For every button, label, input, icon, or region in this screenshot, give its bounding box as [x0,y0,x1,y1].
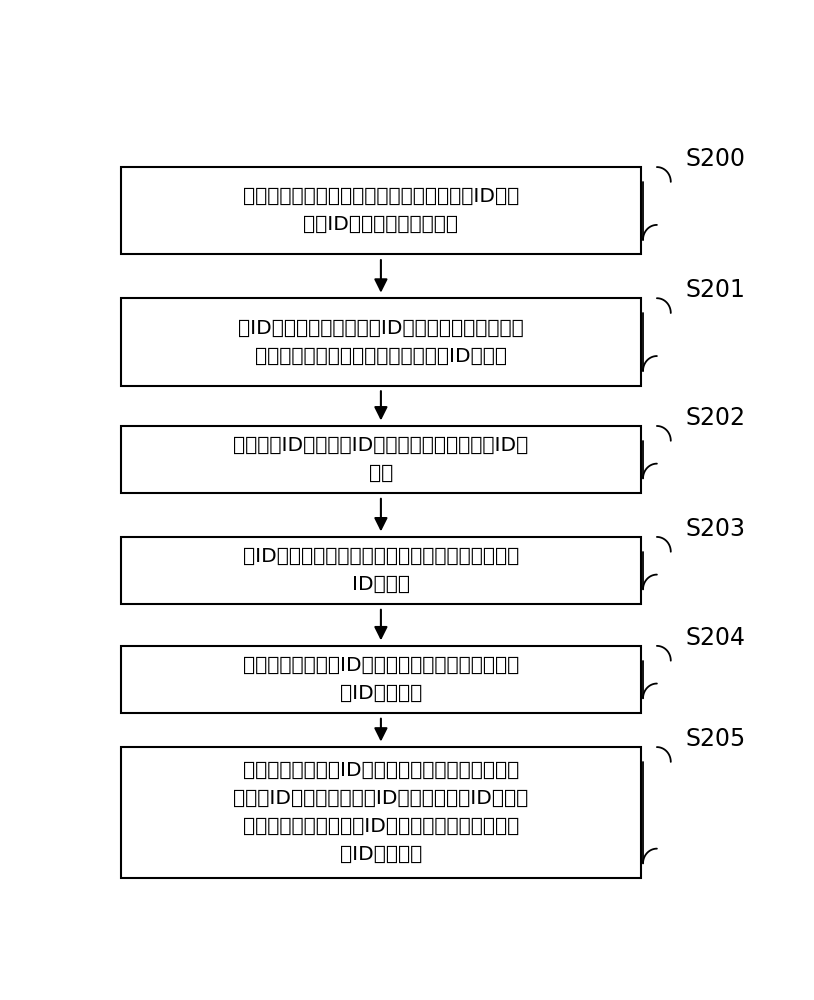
FancyBboxPatch shape [120,537,641,604]
Text: S205: S205 [685,727,746,751]
Text: S201: S201 [685,278,745,302]
FancyBboxPatch shape [120,167,641,254]
Text: S202: S202 [685,406,746,430]
Text: 对多个业务的日志数据进行数据分析，确定ID数据
以及ID数据之间的关联关系: 对多个业务的日志数据进行数据分析，确定ID数据 以及ID数据之间的关联关系 [243,187,519,234]
Text: 针对任一所包含的ID数据的数量大于第一预设数量
阈值的ID数据子网，对该ID数据子网中的ID数据进
行聚类和分割，得到该ID数据子网所对应的数个第
三ID数据子: 针对任一所包含的ID数据的数量大于第一预设数量 阈值的ID数据子网，对该ID数据… [234,761,528,864]
Text: S204: S204 [685,626,746,650]
Text: 将ID数据作为节点，按照ID数据之间的关联关系，
确定节点之间的连接关系，构造得到ID数据网: 将ID数据作为节点，按照ID数据之间的关联关系， 确定节点之间的连接关系，构造得… [238,318,523,365]
FancyBboxPatch shape [120,747,641,878]
Text: 获取包含ID数据以及ID数据之间的关联关系的ID数
据网: 获取包含ID数据以及ID数据之间的关联关系的ID数 据网 [234,436,528,483]
Text: S200: S200 [685,147,746,171]
Text: S203: S203 [685,517,746,541]
FancyBboxPatch shape [120,426,641,493]
Text: 对剪枝预处理后的ID数据网进行数据分析，得到数
个ID数据子网: 对剪枝预处理后的ID数据网进行数据分析，得到数 个ID数据子网 [243,656,519,703]
FancyBboxPatch shape [120,646,641,713]
FancyBboxPatch shape [120,298,641,386]
Text: 对ID数据网进行剪枝预处理，得到剪枝预处理后的
ID数据网: 对ID数据网进行剪枝预处理，得到剪枝预处理后的 ID数据网 [243,547,519,594]
